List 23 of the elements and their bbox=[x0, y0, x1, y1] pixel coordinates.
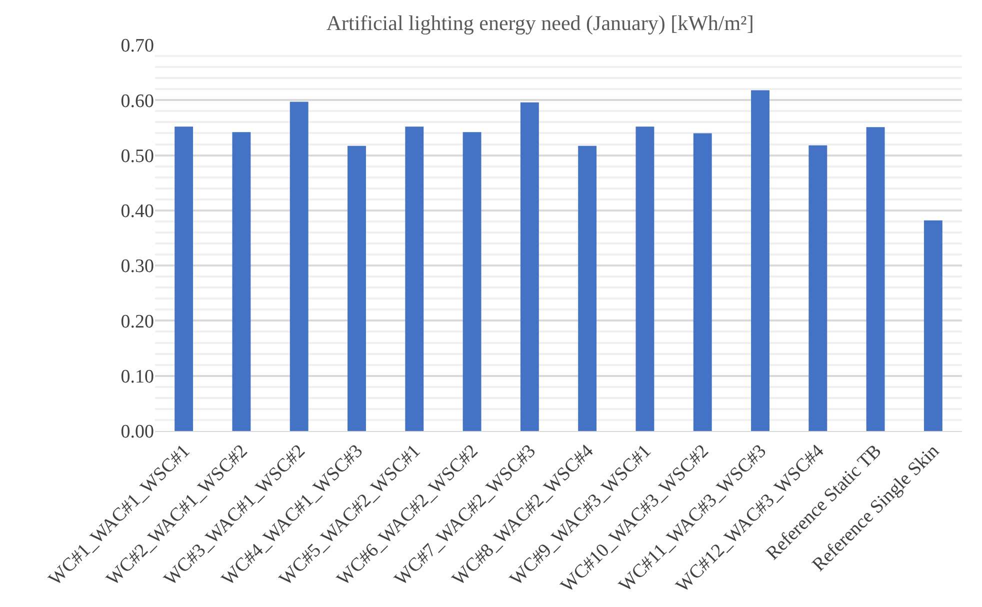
bar bbox=[462, 132, 482, 431]
bar bbox=[520, 102, 539, 431]
bar bbox=[232, 132, 251, 431]
y-tick-label: 0.00 bbox=[120, 422, 154, 443]
chart-title: Artificial lighting energy need (January) [kWh/m²] bbox=[326, 10, 754, 35]
bar bbox=[751, 90, 770, 431]
bar bbox=[290, 102, 308, 431]
y-tick-label: 0.50 bbox=[120, 146, 154, 167]
bar bbox=[405, 126, 424, 431]
y-tick-label: 0.40 bbox=[120, 201, 154, 222]
bar bbox=[174, 126, 194, 431]
bar bbox=[578, 146, 597, 431]
bar bbox=[866, 127, 885, 431]
y-tick-label: 0.10 bbox=[120, 366, 154, 388]
bar bbox=[348, 146, 366, 431]
bar bbox=[636, 126, 654, 431]
y-tick-label: 0.60 bbox=[120, 90, 154, 112]
y-tick-label: 0.30 bbox=[120, 256, 154, 278]
bar bbox=[693, 133, 712, 431]
y-tick-label: 0.70 bbox=[120, 36, 154, 57]
bar bbox=[808, 145, 828, 431]
bar bbox=[924, 220, 942, 431]
y-tick-label: 0.20 bbox=[120, 311, 154, 332]
